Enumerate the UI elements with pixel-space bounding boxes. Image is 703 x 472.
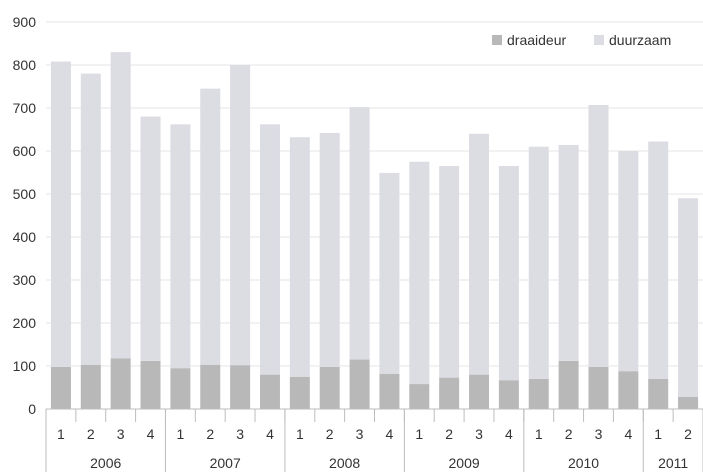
y-tick-label: 400	[13, 229, 37, 245]
x-group-label: 2008	[329, 455, 360, 471]
bar-duurzaam-12	[379, 172, 400, 374]
x-axis: 1 2 3 4 1 2 3 4 1 2 3 4 1 2 3 4 1 2 3 4 1 2 2006 2007 2008 2009 20…	[45, 408, 703, 472]
x-tick-label: 4	[505, 426, 513, 442]
y-tick-label: 500	[13, 186, 37, 202]
x-tick-label: 2	[445, 426, 453, 442]
y-tick-label: 600	[13, 143, 37, 159]
x-tick-label: 1	[57, 426, 65, 442]
bar-draaideur-20	[618, 371, 639, 409]
bar-draaideur-10	[319, 366, 340, 409]
bar-duurzaam-11	[349, 107, 370, 360]
y-tick-label: 0	[28, 401, 36, 417]
bar-draaideur-7	[230, 365, 251, 409]
x-tick-label: 2	[87, 426, 95, 442]
bar-draaideur-4	[140, 360, 161, 409]
bar-duurzaam-5	[170, 124, 191, 369]
x-tick-label: 3	[595, 426, 603, 442]
y-tick-label: 300	[13, 272, 37, 288]
x-tick-label: 2	[326, 426, 334, 442]
y-axis: 0 100 200 300 400 500 600 700 800 900	[13, 14, 37, 417]
bar-duurzaam-14	[439, 166, 460, 378]
x-group-label: 2007	[210, 455, 241, 471]
bar-draaideur-15	[469, 374, 490, 409]
x-group-label: 2010	[568, 455, 599, 471]
bar-duurzaam-13	[409, 161, 430, 385]
bar-draaideur-16	[498, 380, 519, 409]
bars	[50, 52, 699, 409]
x-tick-label: 4	[266, 426, 274, 442]
bar-duurzaam-1	[50, 61, 71, 367]
bar-duurzaam-10	[319, 132, 340, 367]
bar-draaideur-9	[289, 376, 310, 409]
x-tick-label: 1	[415, 426, 423, 442]
bar-draaideur-19	[588, 366, 609, 409]
bar-draaideur-6	[200, 364, 221, 409]
bar-duurzaam-21	[648, 141, 669, 379]
bar-draaideur-5	[170, 368, 191, 409]
x-tick-label: 1	[654, 426, 662, 442]
x-group-label: 2011	[658, 455, 688, 471]
legend: draaideur duurzaam	[492, 32, 671, 48]
y-tick-label: 700	[13, 100, 37, 116]
bar-duurzaam-2	[80, 73, 101, 365]
bar-duurzaam-17	[528, 146, 549, 379]
x-tick-label: 3	[236, 426, 244, 442]
bar-draaideur-1	[50, 366, 71, 409]
x-tick-label: 2	[684, 426, 692, 442]
bar-draaideur-18	[558, 360, 579, 409]
bar-duurzaam-3	[110, 52, 131, 359]
bar-duurzaam-22	[678, 198, 699, 397]
x-tick-label: 3	[117, 426, 125, 442]
bar-draaideur-17	[528, 378, 549, 409]
y-tick-label: 900	[13, 14, 37, 30]
bar-draaideur-8	[259, 374, 280, 409]
legend-label-draaideur: draaideur	[507, 32, 566, 48]
bar-duurzaam-8	[259, 124, 280, 375]
bar-duurzaam-19	[588, 104, 609, 367]
legend-swatch-duurzaam	[594, 35, 604, 45]
x-tick-label: 1	[176, 426, 184, 442]
bar-draaideur-14	[439, 377, 460, 409]
bar-draaideur-12	[379, 373, 400, 409]
x-tick-label: 4	[147, 426, 155, 442]
x-tick-label: 1	[296, 426, 304, 442]
bar-duurzaam-6	[200, 88, 221, 365]
x-tick-label: 2	[565, 426, 573, 442]
bar-draaideur-11	[349, 359, 370, 409]
x-tick-label: 3	[356, 426, 364, 442]
x-group-label: 2009	[449, 455, 480, 471]
y-tick-label: 200	[13, 315, 37, 331]
bar-draaideur-13	[409, 384, 430, 409]
bar-duurzaam-16	[498, 166, 519, 381]
y-tick-label: 800	[13, 57, 37, 73]
bar-duurzaam-7	[230, 65, 251, 366]
bar-draaideur-2	[80, 364, 101, 409]
bar-draaideur-3	[110, 358, 131, 409]
x-tick-label: 4	[624, 426, 632, 442]
x-tick-label: 3	[475, 426, 483, 442]
legend-swatch-draaideur	[492, 35, 502, 45]
y-tick-label: 100	[13, 358, 37, 374]
bar-draaideur-21	[648, 378, 669, 409]
x-tick-label: 2	[206, 426, 214, 442]
bar-duurzaam-18	[558, 144, 579, 361]
bar-duurzaam-15	[469, 133, 490, 375]
x-tick-label: 1	[535, 426, 543, 442]
bar-draaideur-22	[678, 396, 699, 409]
bar-duurzaam-9	[289, 137, 310, 377]
bar-duurzaam-20	[618, 151, 639, 372]
x-group-label: 2006	[90, 455, 121, 471]
x-tick-label: 4	[386, 426, 394, 442]
bar-duurzaam-4	[140, 116, 161, 361]
legend-label-duurzaam: duurzaam	[609, 32, 671, 48]
